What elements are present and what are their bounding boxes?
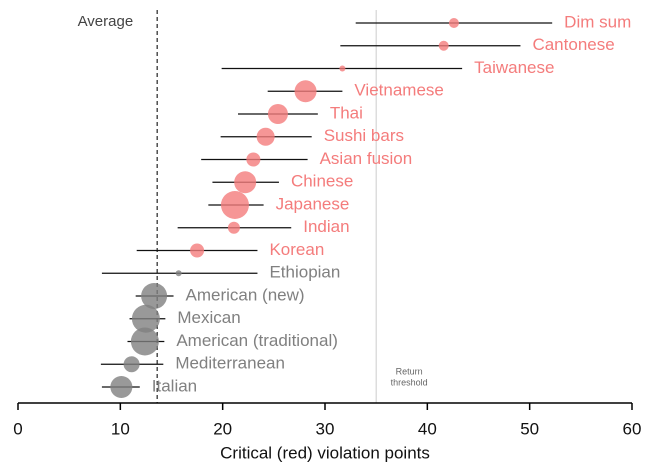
category-label: Taiwanese [474, 58, 554, 77]
category-label: Mexican [177, 308, 240, 327]
dot [123, 356, 140, 373]
x-tick-label: 60 [623, 419, 642, 438]
category-label: Italian [152, 376, 197, 395]
x-axis-label: Critical (red) violation points [220, 443, 430, 462]
dot [141, 283, 168, 309]
dot [294, 80, 317, 103]
dot [339, 65, 346, 72]
dot [130, 327, 159, 356]
category-label: American (new) [186, 285, 305, 304]
dot [220, 191, 249, 219]
dot [131, 304, 160, 333]
dot [227, 221, 240, 234]
dot [175, 270, 182, 277]
threshold-label: threshold [391, 377, 428, 387]
category-label: Japanese [276, 194, 350, 213]
category-label: Vietnamese [354, 81, 443, 100]
dot [190, 243, 205, 258]
category-label: Chinese [291, 172, 353, 191]
x-tick-label: 40 [418, 419, 437, 438]
dot [110, 376, 133, 398]
dot [267, 104, 288, 124]
dot [438, 40, 449, 51]
threshold-label: Return [396, 366, 423, 376]
category-label: Asian fusion [320, 149, 413, 168]
category-label: Ethiopian [269, 263, 340, 282]
dot [246, 152, 261, 167]
category-label: Dim sum [564, 12, 631, 31]
x-tick-label: 30 [316, 419, 335, 438]
category-label: Indian [303, 217, 349, 236]
category-label: American (traditional) [176, 331, 338, 350]
x-tick-label: 20 [213, 419, 232, 438]
category-label: Sushi bars [324, 126, 404, 145]
category-label: Thai [330, 103, 363, 122]
category-label: Cantonese [532, 35, 614, 54]
x-tick-label: 50 [520, 419, 539, 438]
category-label: Mediterranean [175, 354, 285, 373]
x-tick-label: 10 [111, 419, 130, 438]
dot [234, 171, 257, 194]
dot [448, 18, 459, 28]
category-label: Korean [269, 240, 324, 259]
average-label: Average [78, 13, 134, 30]
x-tick-label: 0 [13, 419, 22, 438]
dot [256, 127, 275, 146]
